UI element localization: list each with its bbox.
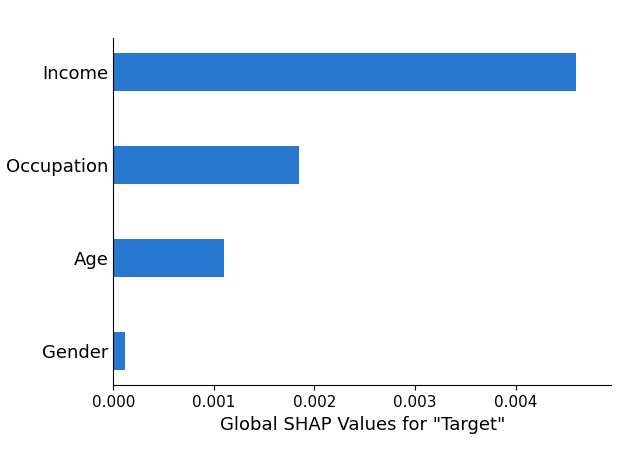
X-axis label: Global SHAP Values for "Target": Global SHAP Values for "Target" <box>220 415 505 434</box>
Bar <box>113 239 224 277</box>
Bar <box>113 54 576 91</box>
Bar <box>113 332 125 369</box>
Bar <box>113 146 299 184</box>
